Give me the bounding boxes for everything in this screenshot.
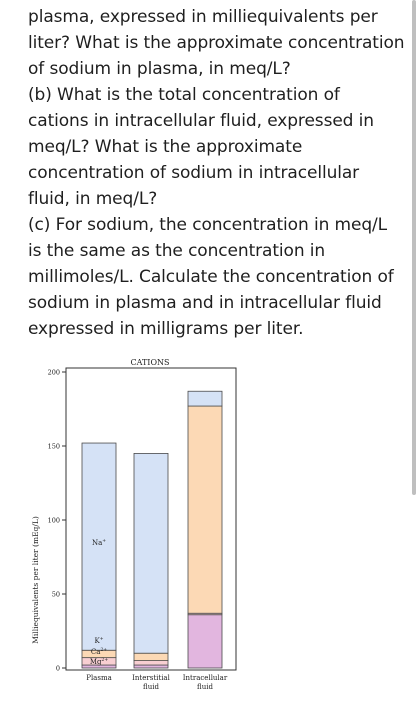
x-tick-label-line2: fluid <box>143 683 159 691</box>
x-tick-label: Plasma <box>86 674 112 682</box>
y-tick-label: 50 <box>52 591 60 599</box>
question-line: liter? What is the approximate concentra… <box>28 33 405 53</box>
y-tick-label: 200 <box>48 369 60 377</box>
question-line: (b) What is the total concentration of <box>28 85 340 105</box>
label-potassium: K+ <box>94 636 103 645</box>
y-axis-label: Milliequivalents per liter (mEq/L) <box>31 516 40 644</box>
question-line: of sodium in plasma, in meq/L? <box>28 59 291 79</box>
bar-segment <box>133 660 169 666</box>
bar-segment <box>133 453 169 654</box>
plot-frame <box>65 367 237 671</box>
y-tick-label: 100 <box>48 517 60 525</box>
bar-segment <box>133 664 169 669</box>
question-line: plasma, expressed in milliequivalents pe… <box>28 7 378 27</box>
label-magnesium: Mg2+ <box>90 657 109 666</box>
x-tick-label: Intracellular <box>183 674 228 682</box>
bar-segment <box>187 405 223 614</box>
question-line: millimoles/L. Calculate the concentratio… <box>28 267 394 287</box>
y-tick-label: 150 <box>48 443 60 451</box>
bar-segment <box>187 390 223 407</box>
question-line: meq/L? What is the approximate <box>28 137 303 157</box>
label-sodium: Na+ <box>92 538 106 547</box>
bar-segment <box>133 652 169 662</box>
cations-chart: CATIONS Milliequivalents per liter (mEq/… <box>28 352 240 698</box>
question-line: concentration of sodium in intracellular <box>28 163 360 183</box>
bar-segment <box>81 442 117 651</box>
scrollbar[interactable] <box>412 0 416 495</box>
x-tick-label: Interstitial <box>132 674 170 682</box>
question-text: plasma, expressed in milliequivalents pe… <box>28 4 405 342</box>
question-line: cations in intracellular fluid, expresse… <box>28 111 374 131</box>
bar-segment <box>187 614 223 669</box>
x-tick-label-line2: fluid <box>197 683 213 691</box>
label-calcium: Ca2+ <box>91 647 107 656</box>
question-line: is the same as the concentration in <box>28 241 326 261</box>
question-line: fluid, in meq/L? <box>28 189 158 209</box>
question-line: (c) For sodium, the concentration in meq… <box>28 215 388 235</box>
question-line: sodium in plasma and in intracellular fl… <box>28 293 382 313</box>
question-line: expressed in milligrams per liter. <box>28 319 304 339</box>
y-tick-label: 0 <box>56 665 60 673</box>
chart-title: CATIONS <box>131 358 170 367</box>
